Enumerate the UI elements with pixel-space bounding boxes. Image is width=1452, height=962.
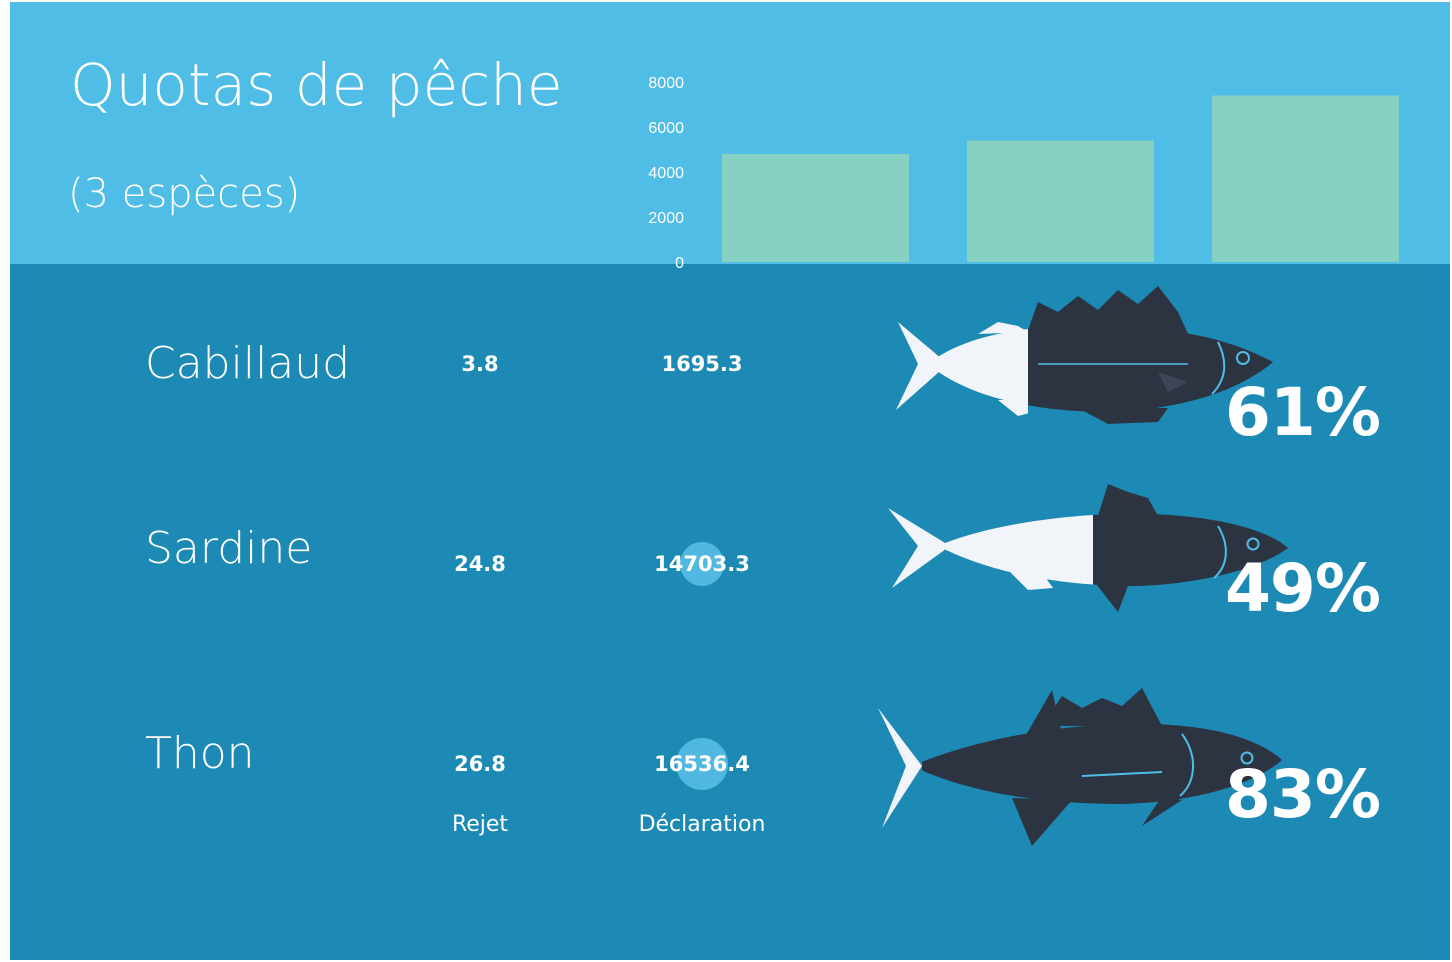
quota-bar-chart: 0 2000 4000 6000 8000 [648,75,1399,272]
column-label-rejet: Rejet [451,812,509,837]
rejet-value-sardine: 24.8 [454,552,506,576]
y-tick-label: 0 [675,255,684,272]
infographic-frame: Quotas de pêche (3 espèces) 0 2000 4000 600… [10,2,1450,960]
declaration-value-sardine: 14703.3 [654,552,750,576]
bar-thon [1212,95,1399,262]
species-name-cabillaud: Cabillaud [145,338,351,389]
bar-sardine [967,140,1154,262]
declaration-bubble-sardine [680,542,724,586]
species-name-thon: Thon [145,728,255,779]
y-tick-label: 8000 [648,75,684,92]
y-axis-ticks: 0 2000 4000 6000 8000 [648,75,684,272]
page-title: Quotas de pêche [70,51,563,119]
percent-sardine: 49% [1225,550,1381,627]
declaration-value-cabillaud: 1695.3 [661,352,743,376]
species-name-sardine: Sardine [145,523,313,574]
y-tick-label: 4000 [648,165,684,182]
rejet-value-thon: 26.8 [454,752,506,776]
bars [722,95,1399,262]
page-subtitle: (3 espèces) [68,171,301,217]
y-tick-label: 6000 [648,120,684,137]
declaration-value-thon: 16536.4 [654,752,750,776]
cod-fish-icon [896,286,1273,424]
column-label-declaration: Déclaration [638,812,766,837]
percent-cabillaud: 61% [1225,374,1381,451]
tuna-fish-icon [878,688,1282,846]
percent-thon: 83% [1225,756,1381,833]
declaration-bubble-thon [676,738,728,790]
sardine-fish-icon [888,484,1288,612]
y-tick-label: 2000 [648,210,684,227]
bar-cabillaud [722,154,909,262]
rejet-value-cabillaud: 3.8 [461,352,499,376]
